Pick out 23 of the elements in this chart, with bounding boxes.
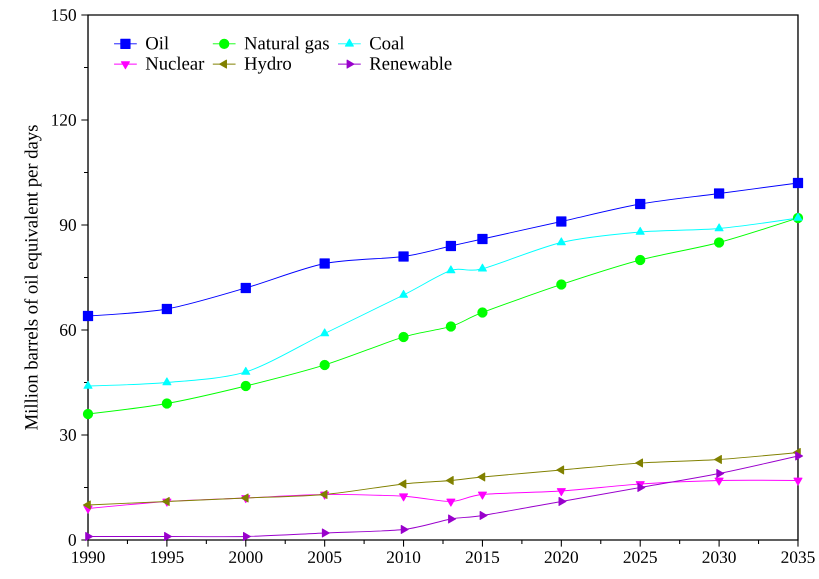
x-tick-label: 2020 [544, 551, 578, 564]
y-axis-title: Million barrels of oil equivalent per days [24, 125, 42, 430]
legend-label: Hydro [244, 56, 292, 74]
y-tick-label: 60 [60, 324, 76, 336]
legend-label: Renewable [370, 56, 452, 70]
y-tick-label: 90 [60, 219, 76, 231]
x-tick-label: 2030 [702, 551, 736, 564]
y-tick-label: 120 [52, 114, 76, 126]
x-tick-label: 2005 [308, 551, 342, 564]
x-tick-label: 2000 [229, 551, 262, 564]
x-tick-label: 2035 [781, 551, 815, 564]
x-tick-label: 1990 [72, 551, 105, 564]
y-tick-label: 30 [60, 429, 76, 441]
x-tick-label: 2015 [466, 551, 500, 564]
y-tick-label: 150 [52, 9, 76, 21]
legend-label: Coal [370, 36, 404, 50]
x-tick-label: 2025 [624, 551, 657, 564]
legend-label: Natural gas [244, 36, 329, 54]
legend-label: Nuclear [146, 56, 204, 70]
x-tick-label: 2010 [386, 551, 420, 564]
legend-label: Oil [146, 36, 169, 50]
x-tick-label: 1995 [151, 551, 184, 564]
y-tick-label: 0 [68, 534, 76, 546]
